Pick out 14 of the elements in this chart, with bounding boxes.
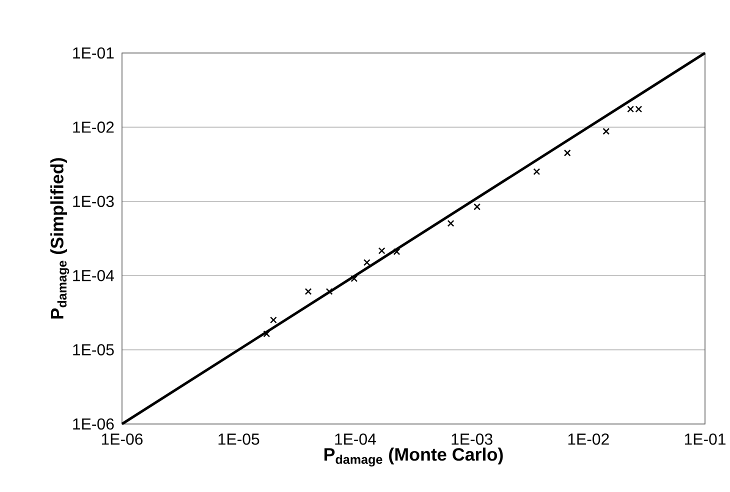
y-tick-label: 1E-02: [73, 122, 114, 133]
x-tick-label: 1E-06: [102, 434, 143, 445]
x-tick-label: 1E-02: [568, 434, 609, 445]
y-axis-title: P$_{damage}$ (Simplified): [50, 158, 70, 319]
x-tick-label: 1E-05: [218, 434, 260, 445]
y-tick-label: 1E-03: [73, 196, 114, 208]
y-tick-label: 1E-05: [73, 344, 114, 356]
y-tick-label: 1E-06: [73, 418, 114, 430]
x-tick-label: 1E-01: [684, 434, 726, 445]
x-tick-label: 1E-03: [452, 434, 492, 445]
y-tick-label: 1E-04: [73, 270, 114, 282]
y-tick-label: 1E-01: [73, 47, 114, 59]
x-axis-title: P$_{damage}$ (Monte Carlo): [324, 448, 503, 466]
x-tick-label: 1E-04: [335, 434, 376, 445]
